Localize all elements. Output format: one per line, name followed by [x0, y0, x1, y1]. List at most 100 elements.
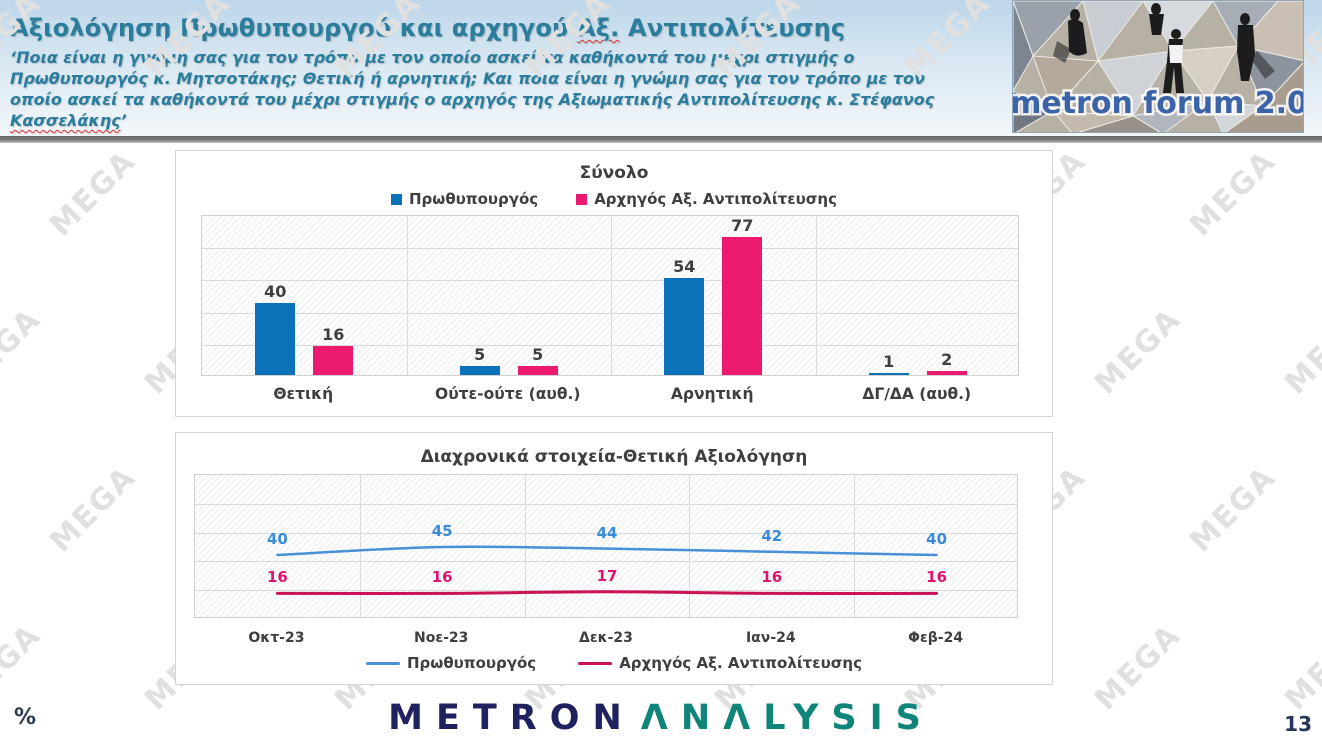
x-tick-label: Ιαν-24	[745, 630, 796, 646]
legend-item-pm-line: Πρωθυπουργός	[365, 654, 537, 672]
subtitle-misspelled-word: Κασσελάκης	[10, 111, 121, 130]
point-value-label: 17	[596, 566, 618, 585]
pm-line-swatch-icon	[365, 661, 400, 665]
x-tick-label: Οκτ-23	[248, 630, 305, 646]
bar	[926, 371, 967, 375]
legend-label-pm-line: Πρωθυπουργός	[406, 654, 537, 672]
metron-analysis-logo: METRON ΛNΛLYSIS	[0, 698, 1322, 738]
gridline	[202, 344, 1018, 346]
title-suffix: Αντιπολίτευσης	[619, 14, 846, 42]
gridline	[202, 280, 1018, 282]
bar-value-label: 40	[264, 282, 287, 302]
gridline	[195, 561, 1017, 563]
category-label: ΔΓ/ΔΑ (αυθ.)	[862, 385, 972, 403]
x-tick-label: Δεκ-23	[579, 630, 633, 646]
legend-label-opposition: Αρχηγός Αξ. Αντιπολίτευσης	[594, 190, 837, 208]
subtitle-line-2: Πρωθυπουργός κ. Μητσοτάκης; Θετική ή αρν…	[10, 69, 925, 88]
line-chart-panel: Διαχρονικά στοιχεία-Θετική Αξιολόγηση 40…	[175, 432, 1053, 685]
page-title: Αξιολόγηση Πρωθυπουργού και αρχηγού Αξ. …	[10, 14, 1322, 42]
bar-value-label: 5	[474, 345, 486, 365]
point-value-label: 45	[431, 522, 453, 540]
header-divider	[0, 136, 1322, 143]
bar-value-label: 5	[532, 345, 544, 365]
gridline	[202, 312, 1018, 314]
watermark-text: MEGA	[1278, 301, 1322, 402]
bar	[868, 373, 909, 375]
subtitle-line-4: Κασσελάκης’	[10, 110, 1322, 131]
bar-value-label: 2	[941, 350, 953, 370]
bar	[255, 303, 296, 375]
bar-value-label: 16	[322, 325, 345, 345]
legend-item-pm: Πρωθυπουργός	[390, 190, 539, 208]
x-tick-label: Φεβ-24	[908, 630, 964, 646]
bar-chart-panel: Σύνολο Πρωθυπουργός Αρχηγός Αξ. Αντιπολί…	[175, 150, 1053, 417]
survey-question: ‘Ποια είναι η γνώμη σας για τον τρόπο με…	[10, 47, 1322, 131]
gridline	[359, 475, 361, 617]
category-label: Ούτε-ούτε (αυθ.)	[435, 385, 581, 403]
series-line	[276, 545, 938, 557]
opposition-line-swatch-icon	[578, 661, 613, 665]
logo-metron-text: METRON	[388, 698, 635, 738]
legend-label-pm: Πρωθυπουργός	[408, 190, 539, 208]
watermark-text: MEGA	[43, 459, 144, 560]
mosaic-photo: metron forum 2.0	[1013, 1, 1304, 132]
point-value-label: 40	[266, 530, 288, 548]
category-label: Αρνητική	[670, 385, 754, 403]
bar	[664, 278, 705, 375]
line-x-axis: Οκτ-23 Νοε-23 Δεκ-23 Ιαν-24 Φεβ-24	[194, 630, 1018, 646]
point-value-label: 16	[926, 568, 948, 587]
metron-forum-text: metron forum 2.0	[1013, 86, 1304, 121]
legend-label-opposition-line: Αρχηγός Αξ. Αντιπολίτευσης	[619, 654, 862, 672]
opposition-swatch-icon	[576, 193, 588, 205]
point-value-label: 44	[596, 523, 618, 542]
subtitle-line-3: οποίο ασκεί τα καθήκοντά του μέχρι στιγμ…	[10, 90, 935, 109]
watermark-text: MEGA	[1088, 301, 1189, 402]
line-chart-title: Διαχρονικά στοιχεία-Θετική Αξιολόγηση	[420, 447, 808, 467]
subtitle-line-1: ‘Ποια είναι η γνώμη σας για τον τρόπο με…	[10, 48, 855, 67]
bar	[722, 237, 763, 375]
title-text: Αξιολόγηση Πρωθυπουργού και αρχηγού	[10, 14, 577, 42]
watermark-text: MEGA	[43, 143, 144, 244]
line-series-svg	[275, 545, 939, 596]
legend-item-opposition: Αρχηγός Αξ. Αντιπολίτευσης	[576, 190, 837, 208]
category-label: Θετική	[273, 385, 334, 403]
bar	[459, 366, 500, 375]
bar	[517, 366, 558, 375]
x-tick-label: Νοε-23	[413, 630, 469, 646]
line-chart-legend: Πρωθυπουργός Αρχηγός Αξ. Αντιπολίτευσης	[176, 654, 1052, 672]
gridline	[689, 475, 691, 617]
bar-chart-legend: Πρωθυπουργός Αρχηγός Αξ. Αντιπολίτευσης	[176, 190, 1052, 208]
watermark-text: MEGA	[0, 301, 49, 402]
percent-note: %	[14, 705, 37, 730]
line-plot-area: 40 45 44 42 40 16 16 17 16 16	[194, 474, 1018, 618]
logo-analysis-text: ΛNΛLYSIS	[640, 698, 934, 738]
gridline	[406, 216, 408, 375]
page-number: 13	[1284, 712, 1312, 736]
gridline	[195, 503, 1017, 505]
series-line	[275, 590, 939, 596]
watermark-text: MEGA	[1183, 143, 1284, 244]
gridline	[854, 475, 856, 617]
metron-forum-logo: metron forum 2.0	[1012, 0, 1304, 133]
bar-value-label: 77	[731, 216, 754, 236]
watermark-text: MEGA	[1183, 459, 1284, 560]
gridline	[202, 248, 1018, 250]
gridline	[611, 216, 612, 375]
bar-chart-title: Σύνολο	[579, 163, 649, 183]
point-value-label: 16	[761, 568, 783, 587]
point-value-label: 40	[926, 530, 948, 548]
closing-quote: ’	[120, 111, 127, 130]
bar-category-axis: Θετική Ούτε-ούτε (αυθ.) Αρνητική ΔΓ/ΔΑ (…	[201, 385, 1019, 403]
bar-value-label: 54	[673, 257, 696, 277]
bar-plot-area: 40 16 5 5 54 77 1 2	[201, 215, 1019, 376]
gridline	[195, 532, 1017, 534]
point-value-label: 42	[761, 526, 783, 545]
bar-value-label: 1	[883, 352, 895, 372]
legend-item-opposition-line: Αρχηγός Αξ. Αντιπολίτευσης	[578, 654, 862, 672]
point-value-label: 16	[266, 568, 288, 587]
people-silhouettes	[1053, 3, 1275, 93]
pm-swatch-icon	[390, 193, 402, 205]
bar	[313, 346, 354, 375]
title-misspelled-word: Αξ.	[577, 14, 620, 42]
